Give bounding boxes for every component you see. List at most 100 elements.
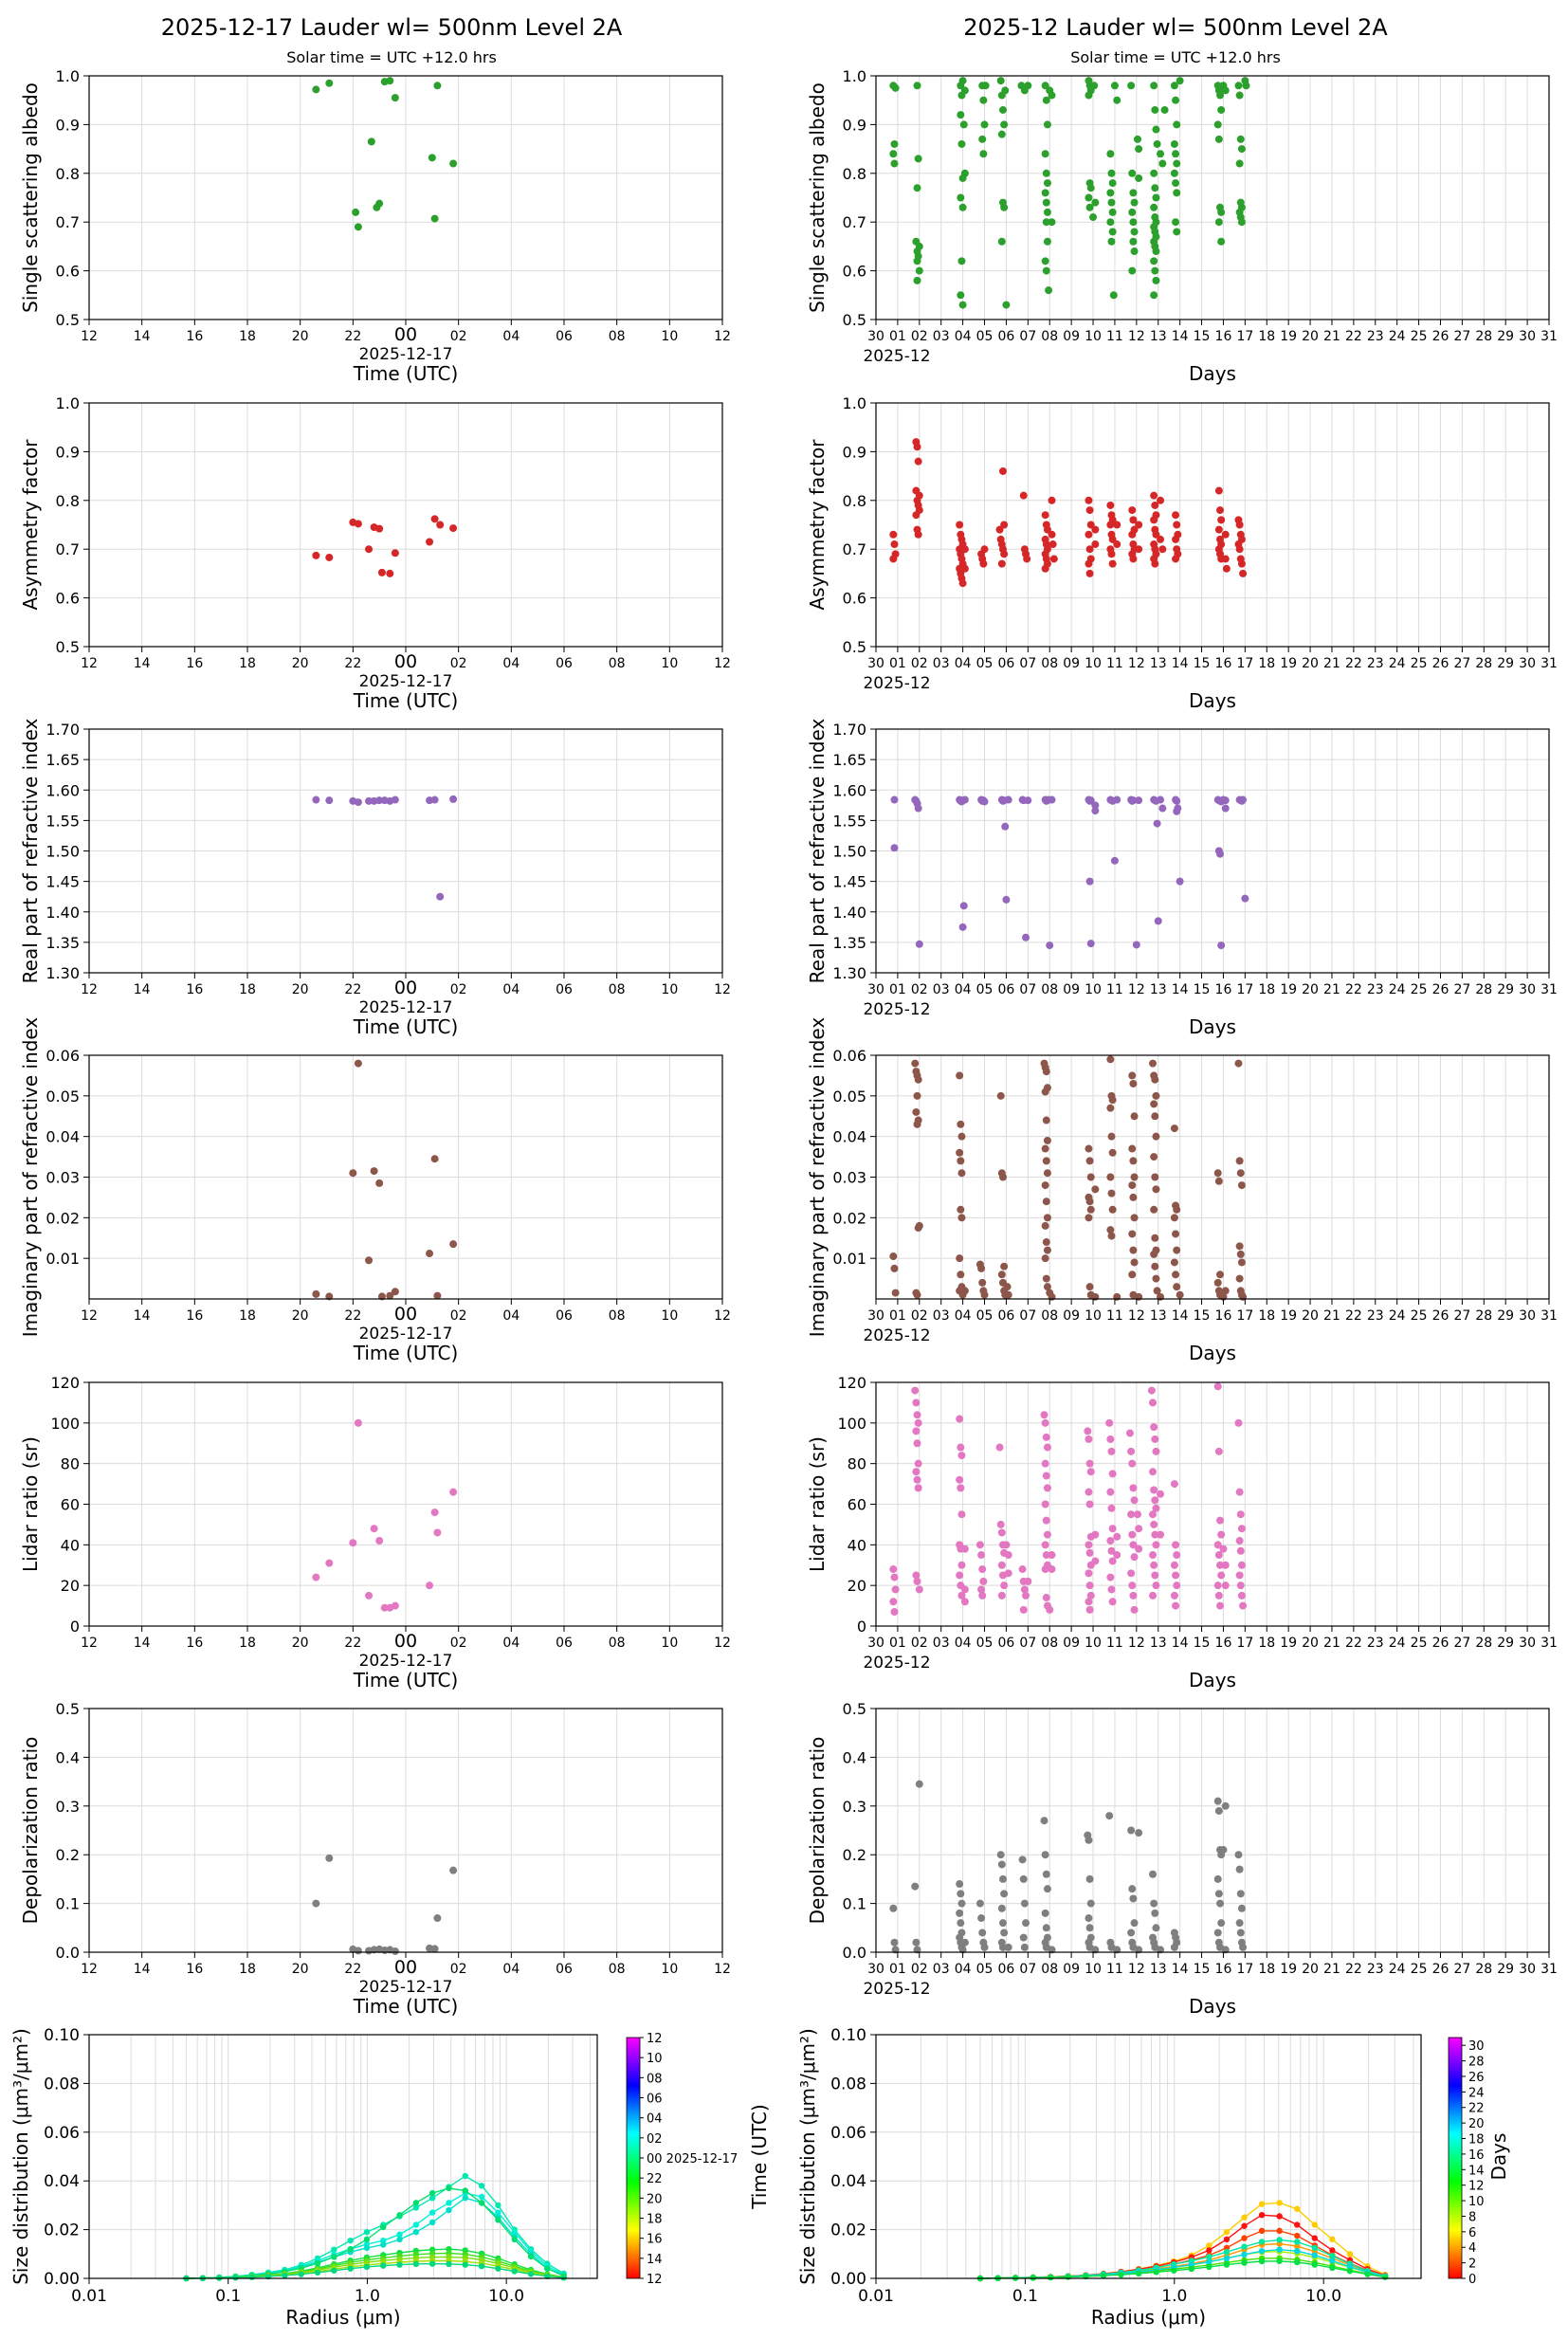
monthly-lidar-x-tick-label: 01 <box>889 1636 906 1651</box>
monthly-sizedist-y-label: Size distribution (μm³/μm²) <box>796 2028 819 2285</box>
daily-asym-date-label: 2025-12-17 <box>359 672 453 691</box>
daily-depol-point <box>433 1914 442 1923</box>
monthly-ssa-point <box>1048 218 1056 227</box>
monthly-ssa-point <box>1086 184 1095 192</box>
daily-lidar-x-tick-label: 00 <box>394 1631 417 1652</box>
monthly-sizedist-x-tick-label: 10.0 <box>1305 2287 1341 2306</box>
daily-sizedist-series-point <box>331 2254 337 2260</box>
monthly-real-x-tick-label: 29 <box>1497 982 1514 997</box>
monthly-imag-point <box>998 1173 1007 1181</box>
daily-asym-x-tick-label: 22 <box>344 656 361 671</box>
monthly-lidar-point <box>1108 1598 1117 1606</box>
daily-depol-point <box>325 1854 334 1862</box>
monthly-imag-point <box>1128 1271 1137 1279</box>
monthly-lidar-point <box>1219 1545 1228 1553</box>
daily-ssa-point <box>391 94 399 102</box>
monthly-ssa-point <box>1041 150 1049 158</box>
daily-imag-point <box>391 1288 399 1296</box>
monthly-imag-x-tick-label: 09 <box>1063 1308 1080 1324</box>
monthly-asym-x-tick-label: 06 <box>998 656 1015 671</box>
monthly-real-x-tick-label: 06 <box>998 982 1015 997</box>
monthly-ssa-point <box>889 150 898 158</box>
daily-asym-x-tick-label: 16 <box>186 656 203 671</box>
daily-imag-x-label: Time (UTC) <box>353 1342 459 1364</box>
monthly-sizedist-series-point <box>1294 2239 1301 2245</box>
daily-imag-point <box>430 1155 439 1163</box>
monthly-asym-point <box>1128 506 1137 515</box>
monthly-imag-x-tick-label: 03 <box>933 1308 950 1324</box>
monthly-ssa-point <box>1042 96 1050 104</box>
monthly-imag-point <box>1130 1258 1139 1267</box>
monthly-ssa-point <box>1130 228 1139 236</box>
monthly-lidar-point <box>1041 1500 1049 1508</box>
daily-lidar-x-tick-label: 10 <box>661 1636 678 1651</box>
monthly-lidar-point <box>1147 1386 1156 1395</box>
daily-ssa-point <box>428 154 436 162</box>
monthly-lidar-point <box>1170 1480 1178 1489</box>
monthly-asym-x-tick-label: 25 <box>1411 656 1428 671</box>
monthly-lidar-point <box>1151 1571 1159 1580</box>
monthly-sizedist-series-point <box>1258 2258 1266 2265</box>
monthly-asym-point <box>980 545 989 554</box>
daily-sizedist-y-tick-label: 0.00 <box>44 2270 80 2289</box>
monthly-asym-point <box>998 466 1007 475</box>
daily-sizedist-colorbar-tick-label: 06 <box>647 2093 663 2107</box>
monthly-ssa-point <box>1173 120 1181 129</box>
monthly-lidar-point <box>1150 1423 1158 1432</box>
monthly-ssa-point <box>1128 169 1137 177</box>
daily-imag-x-tick-label: 00 <box>394 1304 417 1325</box>
monthly-ssa-x-tick-label: 12 <box>1128 329 1145 344</box>
monthly-ssa-point <box>1170 139 1178 148</box>
monthly-sizedist-series-point <box>1329 2258 1336 2264</box>
daily-ssa-y-tick-label: 0.6 <box>56 263 80 281</box>
monthly-ssa-point <box>1236 135 1245 143</box>
monthly-lidar-point <box>1237 1591 1246 1600</box>
daily-ssa-point <box>354 223 362 231</box>
monthly-asym-point <box>1106 501 1115 509</box>
monthly-lidar-point <box>1235 1571 1244 1580</box>
monthly-real-x-label: Days <box>1189 1015 1236 1038</box>
monthly-real-x-tick-label: 30 <box>1519 982 1536 997</box>
daily-sizedist-series-point <box>412 2221 420 2228</box>
daily-imag-point <box>433 1291 442 1300</box>
monthly-ssa-point <box>1085 193 1093 202</box>
monthly-imag-point <box>1152 1185 1160 1194</box>
monthly-ssa-point <box>1108 179 1117 188</box>
monthly-asym-x-tick-label: 04 <box>955 656 972 671</box>
monthly-asym-point <box>1128 530 1137 539</box>
monthly-lidar-point <box>1216 1516 1225 1525</box>
daily-sizedist-series-point <box>380 2223 387 2231</box>
daily-imag-point <box>426 1250 434 1258</box>
daily-imag-point <box>354 1059 362 1068</box>
monthly-imag-point <box>1173 1205 1181 1214</box>
monthly-depol-x-tick-label: 26 <box>1432 1962 1449 1977</box>
monthly-sizedist-colorbar-tick-label: 2 <box>1468 2258 1476 2272</box>
monthly-ssa-point <box>1217 105 1226 114</box>
monthly-imag-point <box>1108 1205 1117 1214</box>
daily-sizedist-series-point <box>446 2185 452 2192</box>
monthly-sizedist-series-point <box>1294 2242 1301 2250</box>
monthly-asym-point <box>1135 545 1143 554</box>
monthly-lidar-x-tick-label: 11 <box>1106 1636 1123 1651</box>
monthly-asym-x-tick-label: 15 <box>1194 656 1211 671</box>
monthly-asym-point <box>1235 545 1244 554</box>
monthly-ssa-point <box>1107 237 1116 246</box>
monthly-sizedist-series-point <box>1223 2255 1231 2262</box>
monthly-depol-point <box>915 1780 923 1788</box>
monthly-lidar-point <box>1091 1557 1100 1565</box>
monthly-depol-x-tick-label: 11 <box>1106 1962 1123 1977</box>
monthly-real-point <box>1135 796 1143 805</box>
daily-asym-point <box>325 553 334 561</box>
daily-imag-y-tick-label: 0.05 <box>46 1088 80 1106</box>
monthly-lidar-point <box>997 1528 1006 1537</box>
monthly-lidar-point <box>1213 1541 1222 1549</box>
monthly-lidar-point <box>1043 1484 1051 1492</box>
monthly-lidar-point <box>1085 1488 1093 1496</box>
monthly-imag-point <box>1213 1169 1222 1178</box>
daily-lidar-y-tick-label: 20 <box>61 1577 80 1595</box>
monthly-imag-point <box>1085 1197 1094 1206</box>
monthly-lidar-point <box>1042 1472 1050 1480</box>
monthly-lidar-x-tick-label: 27 <box>1453 1636 1470 1651</box>
monthly-depol-point <box>1085 1914 1093 1923</box>
monthly-depol-point <box>1022 1919 1030 1928</box>
